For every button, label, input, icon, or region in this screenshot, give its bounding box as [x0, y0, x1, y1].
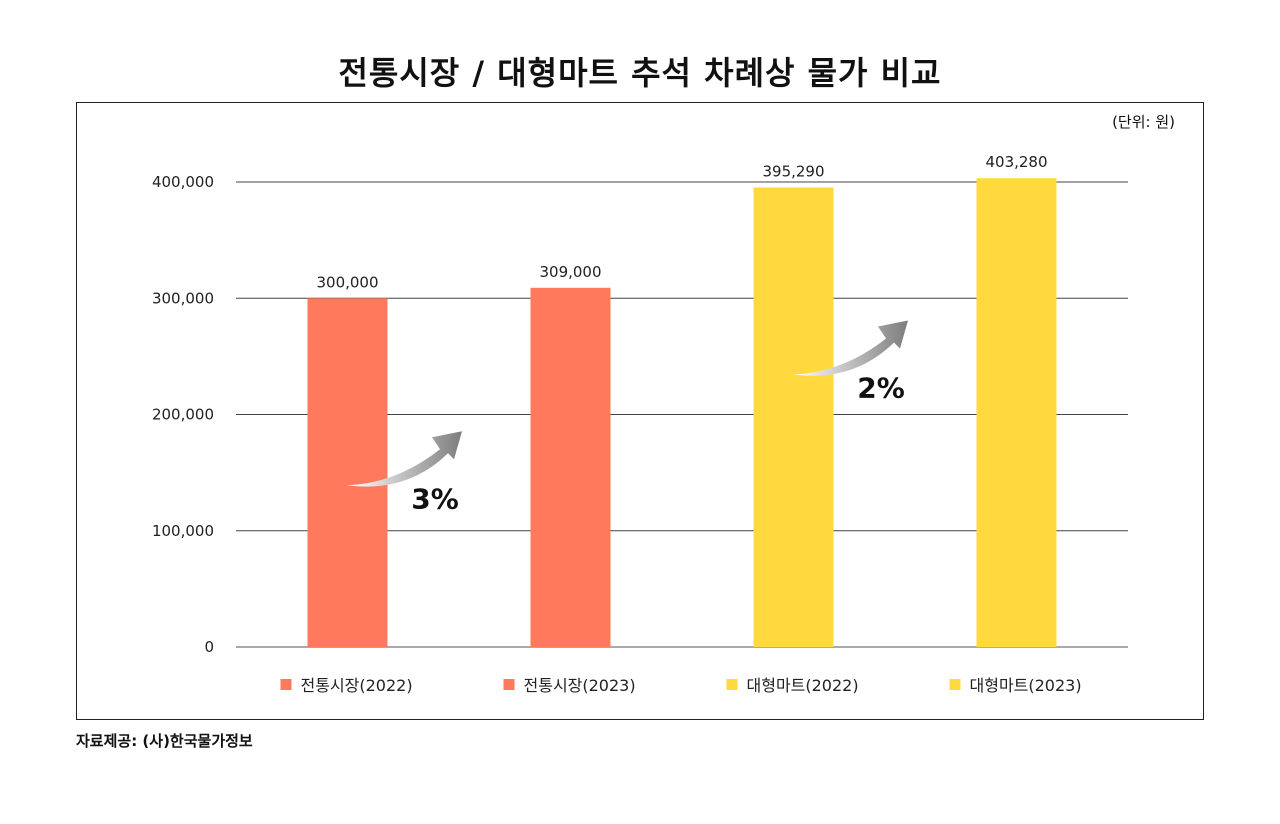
bar: [307, 298, 388, 647]
legend-label: 대형마트(2022): [747, 676, 859, 695]
bar: [753, 187, 834, 647]
growth-arrow-icon: [793, 320, 908, 376]
legend-swatch: [726, 679, 738, 690]
y-tick-label: 300,000: [152, 289, 214, 307]
legend-label: 전통시장(2023): [524, 676, 636, 695]
data-label: 300,000: [316, 273, 378, 291]
legend-swatch: [280, 679, 292, 690]
growth-arrow-icon: [347, 431, 462, 487]
data-label: 403,280: [985, 153, 1047, 171]
chart-frame: (단위: 원): [76, 102, 1204, 720]
data-label: 309,000: [539, 263, 601, 281]
growth-percent-label: 3%: [411, 482, 459, 515]
legend-label: 대형마트(2023): [970, 676, 1082, 695]
bar: [530, 287, 611, 647]
source-note: 자료제공: (사)한국물가정보: [76, 732, 253, 750]
growth-percent-label: 2%: [857, 371, 905, 404]
legend-label: 전통시장(2022): [301, 676, 413, 695]
y-tick-label: 100,000: [152, 522, 214, 540]
y-tick-label: 0: [204, 638, 214, 656]
legend-swatch: [949, 679, 961, 690]
bar: [976, 178, 1057, 647]
page-title: 전통시장 / 대형마트 추석 차례상 물가 비교: [338, 54, 942, 92]
legend-swatch: [503, 679, 515, 690]
y-tick-label: 200,000: [152, 406, 214, 424]
unit-note: (단위: 원): [1112, 113, 1175, 131]
data-label: 395,290: [762, 162, 824, 180]
y-tick-label: 400,000: [152, 173, 214, 191]
